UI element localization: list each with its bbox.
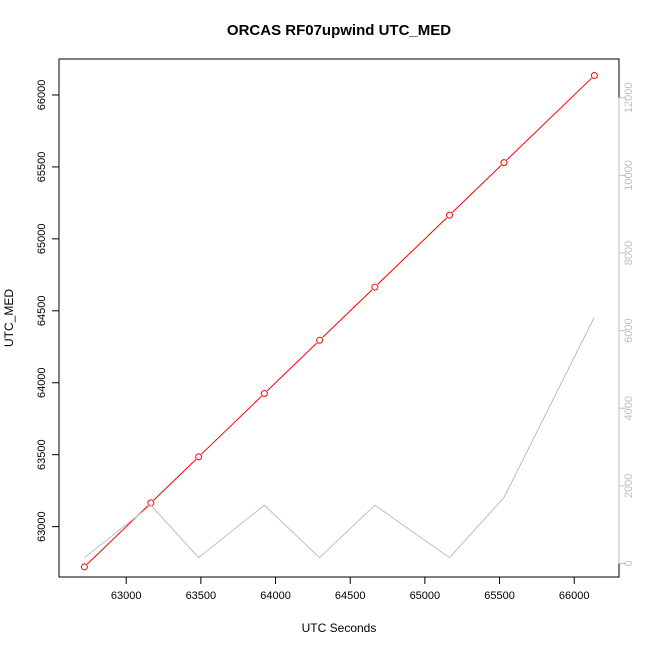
y2-tick-label: 0: [623, 560, 635, 566]
series-line-segment: [153, 459, 197, 501]
y-tick-label: 65000: [36, 224, 48, 255]
y-tick-label: 65500: [36, 152, 48, 183]
y-tick-label: 66000: [36, 80, 48, 111]
x-tick-label: 63500: [186, 590, 217, 602]
x-tick-label: 63000: [111, 590, 142, 602]
series-line-segment: [377, 217, 447, 285]
x-axis: 63000 63500 64000 64500 65000 65500 66000: [111, 576, 590, 602]
data-point: [590, 72, 598, 80]
x-tick-label: 64500: [335, 590, 366, 602]
series-0: [80, 72, 598, 571]
data-point: [80, 563, 88, 571]
data-point: [371, 283, 379, 291]
y2-tick-label: 6000: [623, 318, 635, 342]
series-1: [84, 316, 595, 559]
y2-axis: 0 2000 4000 6000 8000 10000 12000: [618, 83, 635, 566]
chart-title: ORCAS RF07upwind UTC_MED: [227, 22, 451, 39]
data-point: [316, 336, 324, 344]
y2-tick-label: 12000: [623, 83, 635, 114]
y-axis-label: UTC_MED: [2, 289, 16, 347]
series-line-segment: [201, 395, 262, 455]
x-tick-label: 65000: [410, 590, 441, 602]
series-line: [84, 316, 595, 559]
x-axis-label: UTC Seconds: [302, 621, 377, 635]
y-tick-label: 64500: [36, 296, 48, 327]
data-point: [260, 390, 268, 398]
x-tick-label: 64000: [260, 590, 291, 602]
x-tick-label: 66000: [559, 590, 590, 602]
series-line-segment: [322, 289, 373, 338]
y2-tick-label: 2000: [623, 474, 635, 498]
series-line-segment: [266, 342, 318, 392]
data-point: [446, 211, 454, 219]
data-point: [195, 453, 203, 461]
y2-tick-label: 4000: [623, 396, 635, 420]
y-tick-label: 63500: [36, 439, 48, 470]
y-axis: 63000 63500 64000 64500 65000 65500 66000: [36, 80, 60, 542]
series-line-segment: [506, 77, 592, 161]
y-tick-label: 63000: [36, 511, 48, 542]
data-point: [500, 159, 508, 167]
y2-tick-label: 10000: [623, 160, 635, 191]
y-tick-label: 64000: [36, 367, 48, 398]
y2-tick-label: 8000: [623, 241, 635, 265]
series-layer: [80, 72, 598, 571]
x-tick-label: 65500: [484, 590, 515, 602]
series-line-segment: [452, 165, 502, 213]
plot-frame: [58, 58, 620, 578]
